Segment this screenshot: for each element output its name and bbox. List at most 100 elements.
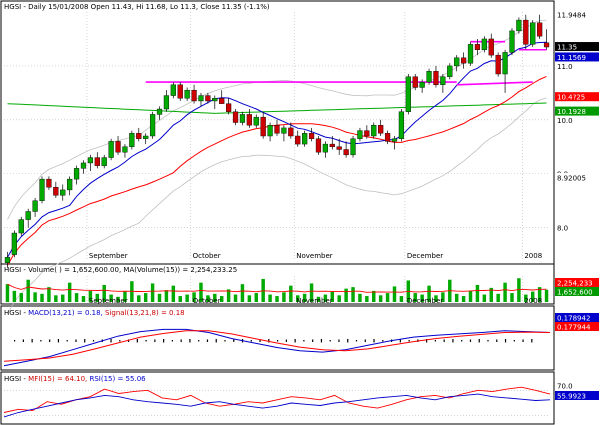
candle-body — [343, 149, 349, 156]
macd-histogram-bar — [382, 339, 384, 342]
macd-value-badge — [555, 322, 599, 331]
volume-bar — [468, 290, 473, 302]
volume-bar — [143, 293, 148, 302]
macd-histogram-bar — [461, 339, 463, 342]
volume-bar — [109, 294, 113, 302]
candle-body — [4, 257, 11, 263]
candle-body — [509, 30, 515, 53]
macd-histogram-bar — [233, 339, 235, 342]
candle-body — [412, 76, 418, 88]
volume-month-label: October — [193, 297, 221, 305]
macd-histogram-bar — [127, 339, 130, 342]
candle-body — [136, 133, 142, 139]
macd-histogram-bar — [224, 339, 226, 342]
volume-bar — [330, 291, 335, 302]
volume-header: HGSI - Volume( ) = 1,652,600.00, MA(Volu… — [4, 266, 237, 274]
volume-bar — [385, 293, 390, 302]
candle-body — [433, 71, 439, 85]
price-value-badge — [555, 106, 599, 116]
candle-body — [39, 178, 45, 201]
volume-bar — [420, 294, 424, 302]
signal-line — [3, 330, 551, 362]
mfi-value-badge — [555, 381, 599, 390]
candle-body — [260, 116, 266, 137]
macd-value-label: 0.178942 — [557, 315, 590, 323]
ma-slow-line — [7, 102, 547, 114]
volume-bar — [47, 287, 51, 302]
candle-body — [87, 157, 94, 164]
volume-bar — [40, 293, 44, 302]
macd-histogram-bar — [347, 338, 349, 343]
macd-histogram-bar — [31, 338, 33, 343]
price-y-tick: 11.0 — [557, 63, 573, 71]
macd-panel — [0, 305, 555, 371]
candle-body — [67, 178, 73, 191]
candle-body — [467, 44, 474, 64]
volume-bar — [240, 284, 245, 302]
volume-bar — [372, 290, 376, 302]
volume-bar — [54, 295, 58, 302]
volume-bar — [503, 282, 507, 302]
volume-bar — [524, 294, 528, 302]
candle-body — [426, 71, 432, 83]
volume-bar — [475, 284, 480, 302]
candle-body — [11, 232, 17, 255]
price-value-label: 11.35 — [557, 44, 577, 52]
candle-body — [80, 162, 87, 169]
volume-bar — [67, 282, 72, 302]
macd-histogram-bar — [92, 339, 95, 342]
macd-histogram-bar — [163, 338, 165, 343]
volume-bar — [26, 279, 30, 302]
price-month-label: November — [296, 252, 333, 260]
price-value-badge — [555, 92, 599, 102]
candle-body — [108, 141, 114, 158]
macd-histogram-bar — [75, 339, 77, 342]
macd-histogram-bar — [40, 339, 42, 342]
mfi-header-prefix: HGSI - — [4, 375, 28, 383]
candle-body — [537, 22, 543, 37]
volume-bar — [61, 294, 65, 302]
mfi-value-badge — [555, 391, 599, 400]
macd-histogram-bar — [504, 338, 507, 343]
candle-body — [391, 138, 398, 142]
price-value-badge — [555, 9, 599, 19]
macd-histogram-bar — [487, 339, 489, 342]
candle-body — [516, 19, 522, 32]
macd-histogram-bar — [478, 338, 480, 343]
volume-bar — [102, 284, 106, 302]
resistance-line — [456, 81, 533, 86]
price-layer — [4, 12, 550, 315]
price-value-label: 10.1928 — [557, 108, 586, 116]
macd-histogram-bar — [145, 339, 147, 342]
candle-body — [502, 52, 508, 75]
volume-bar — [74, 293, 79, 302]
candle-body — [25, 211, 31, 220]
macd-histogram-bar — [22, 339, 24, 342]
price-header: HGSI - Daily 15/01/2008 Open 11.43, Hi 1… — [4, 3, 270, 11]
macd-histogram-bar — [373, 338, 375, 343]
macd-histogram-bar — [180, 339, 182, 342]
candle-body — [398, 111, 405, 139]
macd-histogram-bar — [329, 339, 331, 342]
candle-body — [460, 57, 467, 64]
volume-value-label: 1,652,600 — [557, 289, 593, 297]
mfi-label: MFI(15) = 64.10, — [28, 375, 87, 383]
volume-bar — [392, 286, 397, 302]
mfi-panel — [0, 371, 555, 425]
volume-bar — [302, 293, 307, 302]
volume-bar — [226, 289, 231, 302]
candle-body — [419, 81, 425, 88]
candle-body — [302, 133, 308, 145]
candle-body — [543, 42, 550, 48]
volume-bar — [81, 296, 86, 302]
macd-line — [3, 328, 551, 367]
volume-bar — [95, 293, 100, 302]
candle-body — [122, 146, 128, 153]
volume-month-label: November — [296, 297, 333, 305]
macd-value-badge — [555, 313, 599, 322]
volume-bar — [247, 295, 252, 302]
volume-bar — [489, 287, 493, 302]
macd-histogram-bar — [443, 339, 445, 342]
volume-bar — [427, 285, 431, 302]
